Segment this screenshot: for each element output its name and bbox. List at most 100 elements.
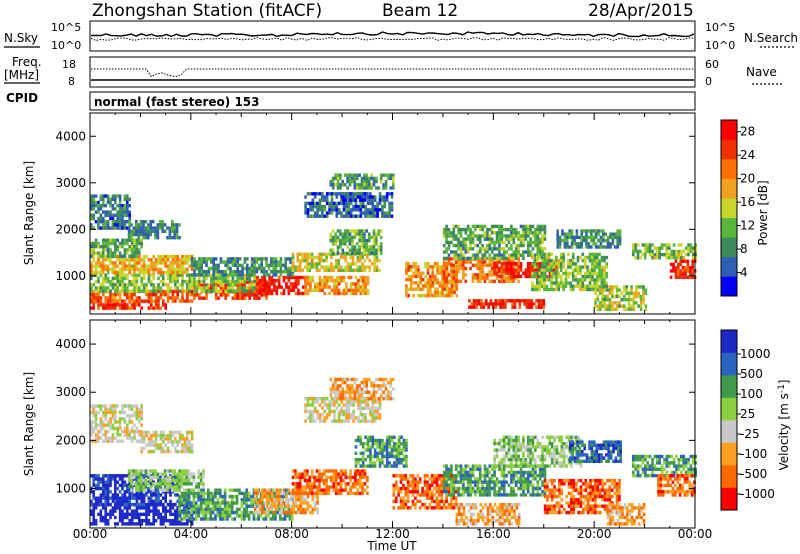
range-gate-cell <box>471 273 475 277</box>
range-gate-cell <box>140 430 143 435</box>
range-gate-cell <box>653 256 657 260</box>
range-gate-cell <box>505 234 508 238</box>
range-gate-cell <box>316 285 319 289</box>
range-gate-cell <box>462 256 465 261</box>
range-gate-cell <box>689 266 692 270</box>
range-gate-cell <box>474 253 477 257</box>
range-gate-cell <box>118 433 122 437</box>
range-gate-cell <box>212 279 215 284</box>
range-gate-cell <box>672 266 675 270</box>
range-gate-cell <box>235 494 239 499</box>
range-gate-cell <box>454 256 458 261</box>
range-gate-cell <box>140 413 143 418</box>
range-gate-cell <box>426 290 430 295</box>
range-gate-cell <box>248 296 251 300</box>
range-gate-cell <box>359 288 363 292</box>
range-gate-cell <box>109 515 112 520</box>
range-gate-cell <box>241 266 244 271</box>
range-gate-cell <box>183 289 187 293</box>
range-gate-cell <box>475 305 478 309</box>
range-gate-cell <box>126 296 129 300</box>
range-gate-cell <box>325 192 329 196</box>
range-gate-cell <box>190 279 194 284</box>
range-gate-cell <box>684 252 688 257</box>
range-gate-cell <box>349 201 353 206</box>
range-gate-cell <box>630 285 633 289</box>
range-gate-cell <box>322 268 326 272</box>
range-gate-cell <box>123 204 127 208</box>
range-gate-cell <box>118 279 122 284</box>
range-gate-cell <box>150 299 153 303</box>
range-gate-cell <box>126 251 129 255</box>
range-gate-cell <box>128 220 131 224</box>
range-gate-cell <box>291 252 295 256</box>
range-gate-cell <box>541 234 544 238</box>
range-gate-cell <box>121 499 124 504</box>
range-gate-cell <box>114 270 117 275</box>
range-gate-cell <box>111 410 115 415</box>
range-gate-cell <box>500 247 504 251</box>
range-gate-cell <box>519 237 523 241</box>
range-gate-cell <box>236 293 239 297</box>
range-gate-cell <box>443 284 447 288</box>
range-gate-cell <box>454 266 458 271</box>
range-gate-cell <box>614 235 617 240</box>
range-gate-cell <box>364 211 367 215</box>
range-gate-cell <box>285 285 288 289</box>
range-gate-cell <box>316 288 319 292</box>
range-gate-cell <box>330 252 333 256</box>
range-gate-cell <box>367 176 371 181</box>
range-gate-cell <box>591 255 594 260</box>
range-gate-cell <box>358 235 361 240</box>
range-gate-cell <box>217 283 220 288</box>
range-gate-cell <box>493 268 496 272</box>
range-gate-cell <box>231 257 235 261</box>
range-gate-cell <box>149 223 152 227</box>
range-gate-cell <box>133 258 136 262</box>
range-gate-cell <box>256 285 259 289</box>
range-gate-cell <box>145 286 148 290</box>
range-gate-cell <box>150 503 153 507</box>
range-gate-cell <box>342 255 345 260</box>
range-gate-cell <box>259 494 263 499</box>
range-gate-cell <box>116 273 119 277</box>
range-gate-cell <box>229 273 232 277</box>
range-gate-cell <box>615 288 619 292</box>
range-gate-cell <box>474 224 477 229</box>
range-gate-cell <box>608 307 612 311</box>
range-gate-cell <box>687 249 690 254</box>
range-gate-cell <box>150 509 153 513</box>
range-gate-cell <box>106 197 110 201</box>
range-gate-cell <box>547 259 551 263</box>
range-gate-cell <box>581 265 585 269</box>
range-gate-cell <box>205 293 208 297</box>
range-gate-cell <box>618 242 622 246</box>
range-gate-cell <box>263 275 267 280</box>
range-gate-cell <box>128 519 131 523</box>
range-gate-cell <box>121 496 124 500</box>
range-gate-cell <box>339 238 342 243</box>
range-gate-cell <box>247 494 251 499</box>
range-gate-cell <box>651 256 654 260</box>
range-gate-cell <box>217 289 220 293</box>
range-gate-cell <box>176 509 179 513</box>
range-gate-cell <box>538 265 542 269</box>
range-gate-cell <box>102 490 105 494</box>
range-gate-cell <box>426 287 430 291</box>
range-gate-cell <box>171 502 175 507</box>
range-gate-cell <box>118 223 122 227</box>
range-gate-cell <box>530 302 534 306</box>
range-gate-cell <box>140 499 143 504</box>
range-gate-cell <box>471 237 475 241</box>
range-gate-cell <box>126 433 129 437</box>
range-gate-cell <box>538 240 542 245</box>
range-gate-cell <box>109 480 112 484</box>
range-gate-cell <box>533 271 537 276</box>
range-gate-cell <box>291 273 295 277</box>
freq-tick-low: 8 <box>68 75 75 88</box>
range-gate-cell <box>223 501 227 505</box>
range-gate-cell <box>511 305 514 309</box>
range-gate-cell <box>325 255 328 260</box>
range-gate-cell <box>512 231 516 235</box>
range-gate-cell <box>330 204 334 209</box>
